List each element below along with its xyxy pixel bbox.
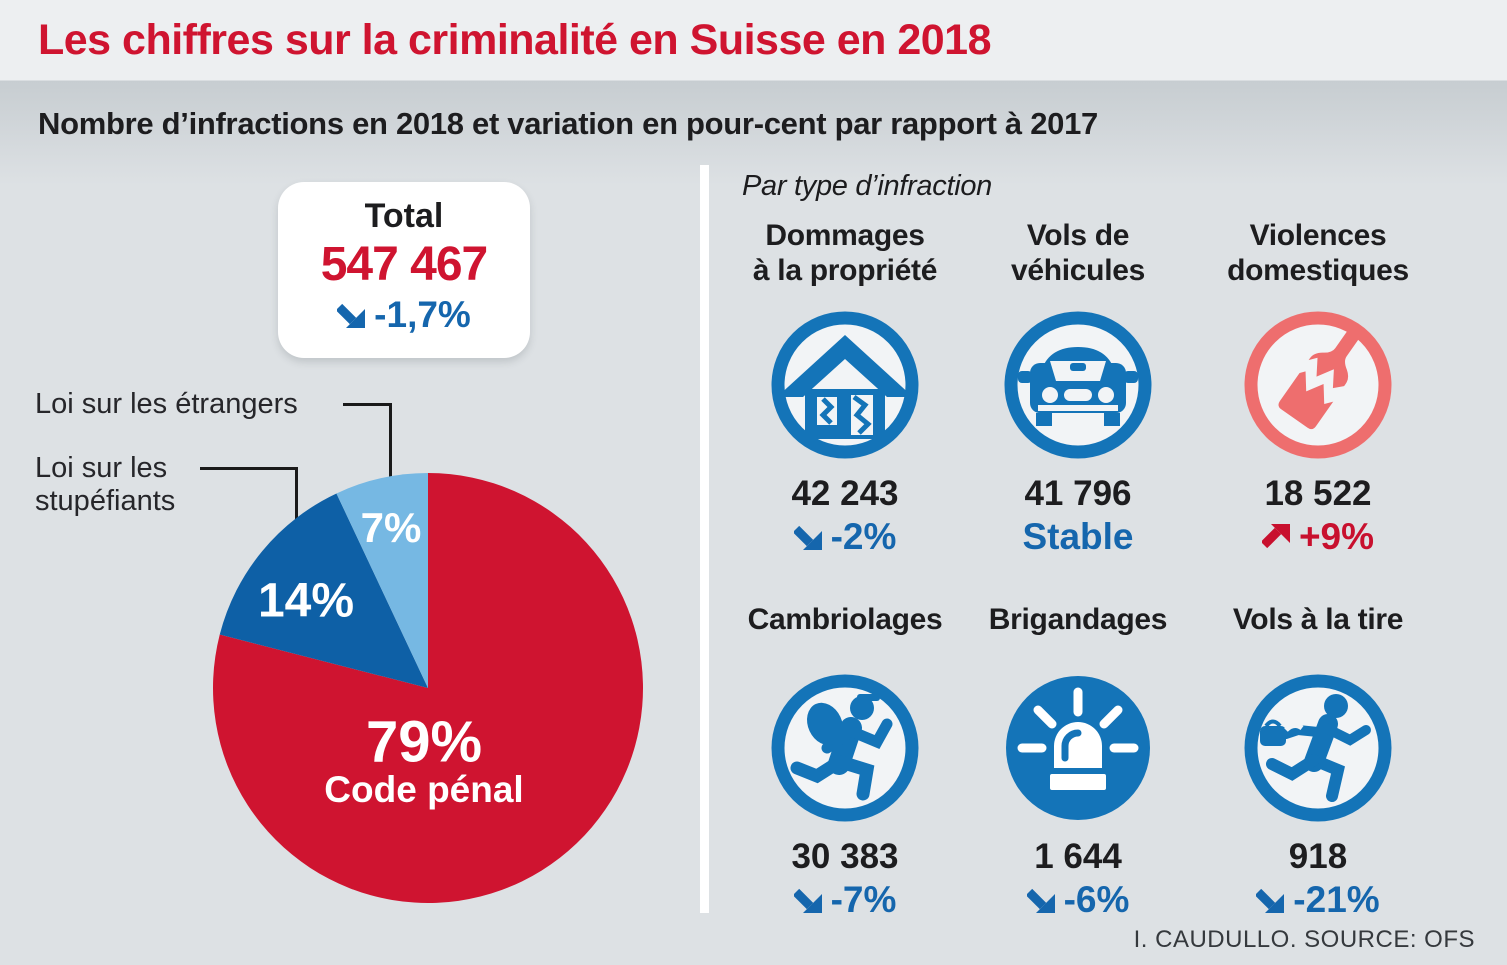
label-loi-stupefiants: Loi sur les stupéfiants (35, 452, 176, 517)
total-change-value: -1,7% (374, 294, 471, 335)
subtitle: Nombre d’infractions en 2018 et variatio… (38, 106, 1098, 141)
stat-change: Stable (1022, 516, 1134, 557)
stat-change: -2% (725, 516, 965, 558)
stat-card-violences-domestiques: Violences domestiques 18 522 +9% (1198, 218, 1438, 558)
broken-bottle-icon (1238, 305, 1398, 465)
stat-title: Cambriolages (747, 603, 943, 636)
burglar-icon (765, 668, 925, 828)
siren-icon (998, 668, 1158, 828)
label-loi-etrangers: Loi sur les étrangers (35, 388, 298, 420)
leader-line-etrangers (389, 403, 392, 503)
stat-title: Violences domestiques (1227, 219, 1409, 287)
total-label: Total (364, 197, 444, 235)
stat-value: 1 644 (1034, 837, 1122, 876)
trend-down-icon (1256, 888, 1285, 913)
leader-line-stupefiants (200, 467, 298, 470)
pie-slice-label-code-penal: 79% (365, 709, 483, 775)
stat-card-cambriolages: Cambriolages 30 383 (725, 602, 965, 921)
stat-value: 18 522 (1264, 474, 1372, 513)
stat-card-vols-a-la-tire: Vols à la tire 918 (1198, 602, 1438, 921)
broken-house-icon (765, 305, 925, 465)
pie-slice-label-stupefiants: 14% (257, 574, 355, 628)
stat-title: Dommages à la propriété (752, 219, 938, 287)
pie-chart-svg (213, 473, 643, 903)
pie-chart (213, 473, 643, 903)
stat-change: -6% (958, 879, 1198, 921)
stat-value: 41 796 (1024, 474, 1132, 513)
pickpocket-icon (1238, 668, 1398, 828)
trend-down-icon (793, 525, 822, 550)
stat-card-vols-vehicules: Vols de véhicules 41 (958, 218, 1198, 558)
stat-value: 30 383 (791, 837, 899, 876)
total-value: 547 467 (320, 238, 489, 291)
stat-card-dommages: Dommages à la propriété 42 243 -2% (725, 218, 965, 558)
pie-slice-label-etrangers: 7% (360, 504, 422, 551)
stat-title: Vols de véhicules (1010, 219, 1146, 287)
pie-slice-sublabel-code-penal: Code pénal (324, 769, 524, 810)
stat-change: +9% (1198, 516, 1438, 558)
stat-change: -21% (1198, 879, 1438, 921)
trend-down-icon (1026, 888, 1055, 913)
leader-line-stupefiants (295, 467, 298, 566)
trend-down-icon (337, 303, 366, 328)
pie-slice-loi-sur-les-stup-fiants (219, 493, 428, 688)
trend-up-icon (1261, 524, 1290, 549)
stat-value: 918 (1288, 837, 1348, 876)
pie-slice-loi-sur-les-trangers (336, 473, 428, 688)
trend-down-icon (793, 888, 822, 913)
page-title: Les chiffres sur la criminalité en Suiss… (38, 16, 992, 64)
stat-value: 42 243 (791, 474, 899, 513)
leader-line-etrangers (343, 403, 392, 406)
vertical-divider (700, 165, 709, 913)
source-credit: I. CAUDULLO. SOURCE: OFS (1133, 926, 1475, 953)
total-change: -1,7% (278, 294, 530, 336)
stat-title: Vols à la tire (1232, 603, 1404, 636)
total-card: Total 547 467 -1,7% (278, 182, 530, 358)
stat-change: -7% (725, 879, 965, 921)
stat-title: Brigandages (988, 603, 1168, 636)
car-icon (998, 305, 1158, 465)
title-band (0, 0, 1507, 80)
stat-card-brigandages: Brigandages 1 644 (958, 602, 1198, 921)
section-heading: Par type d’infraction (742, 170, 992, 202)
